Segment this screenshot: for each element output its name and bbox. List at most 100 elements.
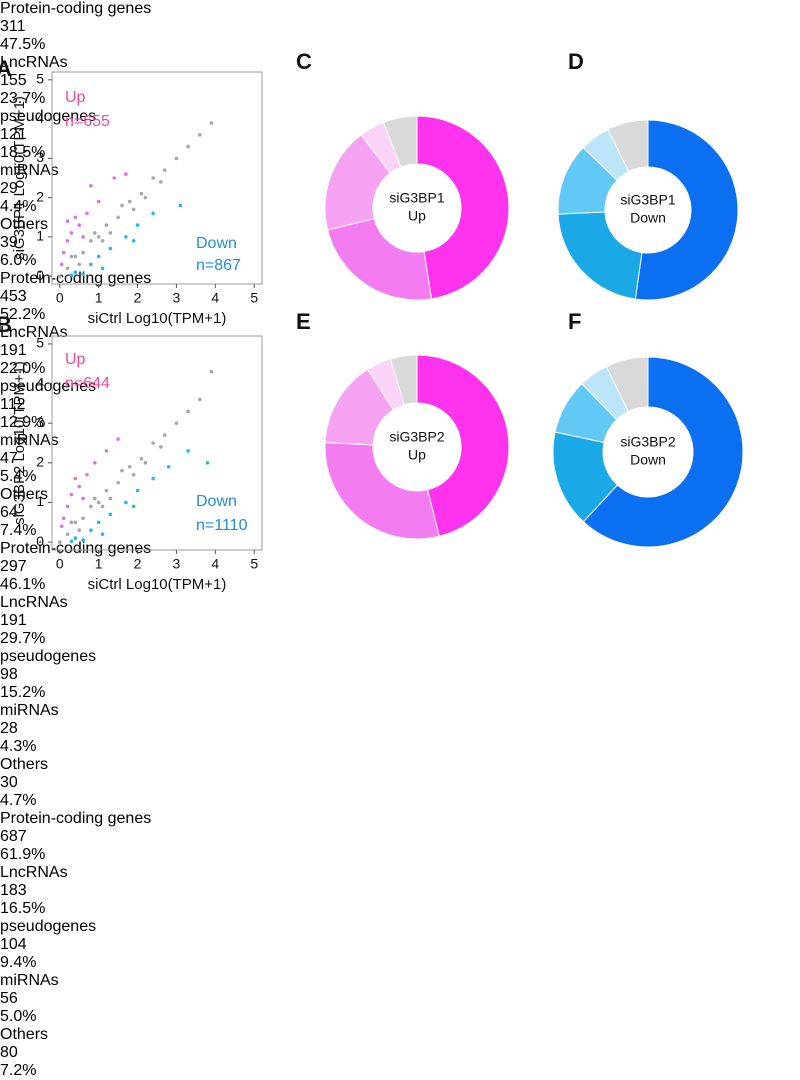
donut-slice (389, 354, 418, 406)
scatter-point (205, 461, 210, 465)
scatter-point (143, 461, 148, 465)
scatter-point (77, 262, 82, 267)
scatter-point (89, 239, 93, 243)
slice-category: Others (0, 486, 49, 503)
slice-label: pseudogenes 112 12.9% (0, 378, 800, 432)
scatter-point (100, 504, 105, 509)
scatter-point (127, 199, 132, 204)
scatter-point (197, 397, 202, 402)
scatter-point (159, 180, 163, 184)
annotation: n=1110 (196, 517, 248, 534)
scatter-point (186, 144, 190, 149)
slice-count: 183 (0, 882, 27, 899)
y-tick-label: 4 (36, 110, 44, 126)
scatter-point (108, 496, 113, 501)
scatter-point (100, 239, 105, 243)
scatter-point (124, 172, 128, 176)
scatter-point (162, 168, 167, 172)
y-tick-label: 4 (36, 374, 44, 390)
scatter-point (59, 524, 64, 529)
slice-percent: 23.7% (0, 90, 46, 107)
scatter-point (174, 421, 179, 425)
slice-category: miRNAs (0, 972, 59, 989)
scatter-point (209, 369, 214, 374)
slice-category: pseudogenes (0, 108, 97, 125)
x-axis-label: siCtrl Log10(TPM+1) (88, 310, 227, 327)
scatter-point (124, 500, 128, 505)
scatter-point (116, 437, 120, 441)
scatter-point (127, 464, 132, 469)
scatter-point (120, 468, 124, 473)
scatter-point (77, 484, 82, 489)
scatter-point (73, 520, 78, 525)
panel-letter: A (0, 56, 12, 81)
slice-percent: 16.5% (0, 900, 46, 917)
scatter-point (116, 480, 120, 485)
scatter-point (73, 536, 78, 540)
slice-count: 30 (0, 774, 18, 791)
slice-label: LncRNAs 155 23.7% (0, 54, 800, 108)
donut-slice (327, 217, 433, 301)
y-tick-label: 2 (36, 188, 44, 204)
slice-percent: 9.4% (0, 954, 37, 971)
y-tick-label: 3 (36, 149, 44, 165)
slice-category: Others (0, 216, 49, 233)
slice-category: miRNAs (0, 702, 59, 719)
center-label: Down (630, 452, 666, 468)
x-tick-label: 5 (250, 556, 258, 572)
slice-count: 297 (0, 558, 27, 575)
slice-count: 191 (0, 612, 27, 629)
x-tick-label: 1 (95, 556, 103, 572)
scatter-point (73, 215, 78, 220)
slice-count: 28 (0, 720, 18, 737)
x-tick-label: 0 (56, 290, 64, 306)
scatter-point (96, 199, 101, 204)
slice-percent: 52.2% (0, 306, 46, 323)
slice-count: 191 (0, 342, 27, 359)
scatter-point (81, 538, 85, 542)
slice-percent: 6.0% (0, 252, 37, 269)
annotation: n=655 (65, 113, 110, 130)
scatter-point (73, 270, 78, 275)
slice-category: Others (0, 1026, 49, 1043)
slice-category: Protein-coding genes (0, 540, 152, 557)
slice-label: Protein-coding genes 311 47.5% (0, 0, 800, 54)
donut-slice (582, 356, 744, 548)
scatter-point (81, 235, 85, 239)
slice-label: miRNAs 47 5.4% (0, 432, 800, 486)
slice-category: LncRNAs (0, 324, 68, 341)
scatter-point (108, 231, 113, 235)
center-label: siG3BP2 (389, 429, 444, 445)
slice-percent: 22.0% (0, 360, 46, 377)
scatter-point (96, 500, 101, 505)
slice-label: miRNAs 29 4.4% (0, 162, 800, 216)
slice-category: Others (0, 756, 49, 773)
scatter-point (131, 504, 136, 509)
slice-category: pseudogenes (0, 378, 97, 395)
scatter-point (135, 223, 140, 227)
center-label: siG3BP1 (620, 192, 675, 208)
y-tick-label: 0 (36, 267, 44, 283)
scatter-point (178, 203, 183, 208)
scatter-point (100, 532, 105, 536)
scatter-point (124, 235, 128, 239)
scatter-point (92, 231, 97, 235)
slice-label: LncRNAs 191 29.7% (0, 594, 800, 648)
scatter-point (151, 211, 155, 216)
scatter-point (100, 266, 105, 271)
slice-count: 112 (0, 396, 26, 413)
scatter-point (151, 441, 155, 445)
y-tick-label: 1 (36, 493, 44, 509)
panel-letter: D (568, 49, 584, 74)
panel-letter: C (296, 49, 312, 74)
plot-frame (51, 71, 263, 285)
slice-percent: 12.9% (0, 414, 46, 431)
scatter-point (65, 239, 70, 243)
scatter-point (69, 539, 74, 544)
scatter-point (65, 266, 70, 271)
scatter-point (85, 472, 89, 477)
scatter-point (69, 492, 74, 497)
slice-category: pseudogenes (0, 918, 97, 935)
scatter-point (81, 272, 85, 276)
